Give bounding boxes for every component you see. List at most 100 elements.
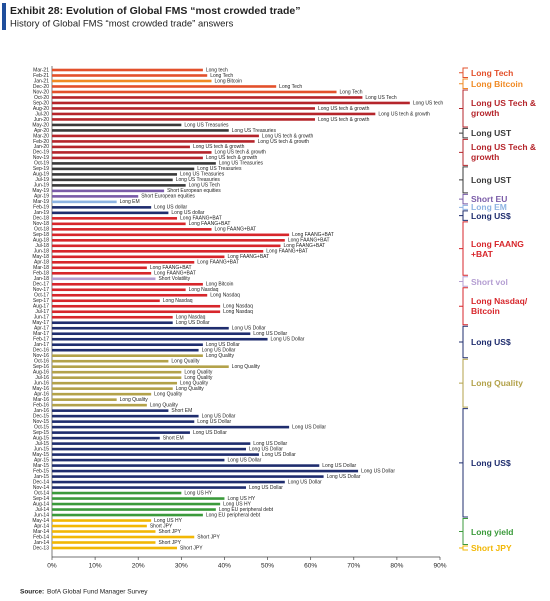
y-tick-label: Dec-18 xyxy=(33,216,49,222)
y-tick-label: Oct-17 xyxy=(34,293,49,299)
bar xyxy=(52,315,173,319)
x-tick-label: 90% xyxy=(433,563,446,570)
x-tick-label: 80% xyxy=(390,563,403,570)
bar xyxy=(52,129,229,132)
group-label: Short JPY xyxy=(471,543,512,553)
group-bracket xyxy=(459,221,468,276)
bar xyxy=(52,250,264,253)
y-tick-label: Aug-16 xyxy=(33,370,49,376)
group-bracket xyxy=(459,67,468,78)
group-bracket xyxy=(459,89,468,128)
y-tick-label: Oct-14 xyxy=(34,490,49,496)
bar xyxy=(52,431,190,434)
bar xyxy=(52,469,359,473)
bar xyxy=(52,310,221,314)
bar-label: Short JPY xyxy=(197,534,220,540)
bar xyxy=(52,464,320,467)
bar-label: Long US Dollar xyxy=(249,446,283,452)
bar-label: Long US tech & growth xyxy=(378,111,430,117)
group-bracket xyxy=(459,204,468,210)
y-tick-label: Feb-14 xyxy=(33,534,49,540)
bar xyxy=(52,184,186,187)
source: BofA Global Fund Manager Survey xyxy=(47,589,148,596)
bar-label: Long Nasdaq xyxy=(223,309,253,315)
group-label: Long yield xyxy=(471,526,514,537)
bar xyxy=(52,354,203,358)
bar-label: Long US Treasuries xyxy=(180,172,225,178)
bar xyxy=(52,167,195,171)
bar-label: Long US HY xyxy=(184,490,212,496)
bar-label: Long US tech & growth xyxy=(318,106,370,112)
y-tick-label: Oct-16 xyxy=(34,359,49,365)
bar-label: Long US HY xyxy=(154,518,182,524)
bar-label: Long FAANG+BAT xyxy=(227,254,269,260)
bar-label: Long US Treasuries xyxy=(219,161,264,167)
bar xyxy=(52,101,410,105)
y-tick-label: Jul-14 xyxy=(35,507,49,513)
y-tick-label: Jan-19 xyxy=(34,210,50,216)
group-label: Long Quality xyxy=(471,378,523,389)
bar xyxy=(52,491,182,495)
bar xyxy=(52,162,216,165)
title-accent xyxy=(2,3,6,30)
x-tick-label: 0% xyxy=(47,563,57,570)
y-tick-label: Jun-17 xyxy=(34,315,50,321)
y-tick-label: Mar-14 xyxy=(33,529,49,535)
group-bracket xyxy=(459,325,468,359)
bar xyxy=(52,134,259,138)
group-label: Long Bitcoin xyxy=(471,78,523,89)
y-tick-label: Aug-19 xyxy=(33,172,49,178)
y-tick-label: Apr-15 xyxy=(34,457,49,463)
y-tick-label: May-19 xyxy=(32,188,49,194)
bar-label: Long Quality xyxy=(206,353,235,359)
bar xyxy=(52,497,225,500)
bar-label: Long FAANG+BAT xyxy=(189,221,231,227)
y-tick-label: May-15 xyxy=(32,452,49,458)
x-tick-label: 40% xyxy=(218,563,231,570)
y-tick-label: Mar-21 xyxy=(33,67,49,73)
bar-label: Long US HY xyxy=(223,501,251,507)
bar-label: Long FAANG+BAT xyxy=(197,260,239,266)
bar xyxy=(52,486,246,489)
bar-label: Long US dollar xyxy=(154,205,187,211)
bar xyxy=(52,288,186,292)
bar xyxy=(52,189,165,193)
bar xyxy=(52,90,337,94)
group-bracket xyxy=(459,166,468,194)
bar-label: Long US Dollar xyxy=(193,430,227,436)
bar-label: Long US tech & growth xyxy=(193,144,245,150)
bar-label: Long FAANG+BAT xyxy=(283,243,325,249)
bar-label: Long US Treasuries xyxy=(176,177,221,183)
bar-label: Long US tech & growth xyxy=(318,117,370,123)
y-tick-label: Nov-17 xyxy=(33,287,49,293)
y-tick-label: Aug-17 xyxy=(33,304,49,310)
bar xyxy=(52,79,212,83)
bar-label: Long US Dollar xyxy=(176,320,210,326)
y-tick-label: Apr-20 xyxy=(34,128,49,134)
y-tick-label: Mar-17 xyxy=(33,331,49,337)
bar-label: Long US Dollar xyxy=(227,457,261,463)
bar xyxy=(52,321,173,325)
y-tick-label: Sep-17 xyxy=(33,298,49,304)
bar xyxy=(52,420,195,423)
bar xyxy=(52,332,251,336)
y-tick-label: Apr-19 xyxy=(34,194,49,200)
bar-label: Short JPY xyxy=(158,540,181,546)
group-bracket xyxy=(459,408,468,518)
y-tick-label: May-20 xyxy=(32,122,49,128)
y-tick-label: Feb-16 xyxy=(33,402,49,408)
y-tick-label: Aug-15 xyxy=(33,435,49,441)
bar-label: Long EM xyxy=(120,199,140,205)
group-label: Long UST xyxy=(471,128,512,139)
y-tick-label: Nov-20 xyxy=(33,89,49,95)
bar-label: Long US tech xyxy=(413,100,444,106)
bar xyxy=(52,211,169,215)
x-tick-label: 60% xyxy=(304,563,317,570)
group-label: Short vol xyxy=(471,276,508,287)
y-tick-label: Nov-19 xyxy=(33,155,49,161)
bar-label: Short EM xyxy=(163,435,184,441)
bar xyxy=(52,299,160,303)
bar-label: Long US Dollar xyxy=(202,413,236,419)
y-tick-label: Oct-18 xyxy=(34,227,49,233)
